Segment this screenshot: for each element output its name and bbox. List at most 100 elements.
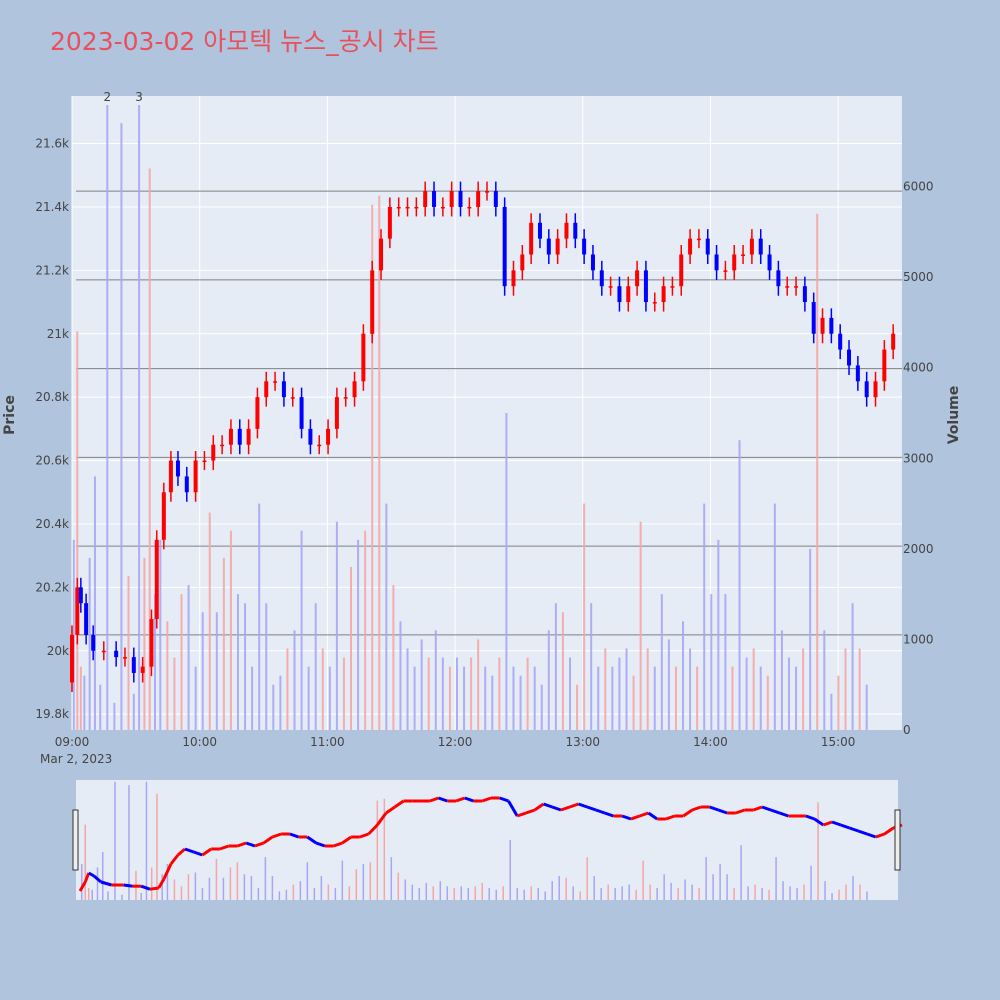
price-tick-label: 20.4k bbox=[35, 517, 69, 531]
candle-body bbox=[228, 428, 233, 445]
volume-bar bbox=[222, 557, 225, 730]
preview-price-segment bbox=[875, 832, 885, 839]
volume-axis: 0 1000 2000 3000 4000 5000 6000 bbox=[903, 180, 934, 737]
candle-body bbox=[161, 492, 166, 540]
preview-volume-bar bbox=[292, 884, 295, 900]
preview-volume-bar bbox=[467, 888, 470, 900]
candle-body bbox=[84, 603, 89, 635]
volume-tick-label: 6000 bbox=[903, 180, 934, 194]
preview-price-segment bbox=[376, 812, 388, 826]
preview-volume-bar bbox=[656, 888, 658, 900]
preview-volume-bar bbox=[509, 840, 511, 900]
volume-tick-label: 5000 bbox=[903, 270, 934, 284]
preview-volume-bar bbox=[187, 874, 190, 900]
preview-volume-bar bbox=[383, 798, 386, 900]
time-tick-label: 10:00 bbox=[182, 735, 217, 749]
preview-volume-bar bbox=[852, 876, 854, 900]
candle-body bbox=[643, 270, 648, 303]
preview-price-segment bbox=[735, 808, 746, 815]
preview-price-segment bbox=[306, 835, 317, 845]
preview-price-segment bbox=[507, 800, 519, 817]
preview-price-segment bbox=[438, 796, 448, 803]
volume-bar bbox=[823, 630, 826, 730]
preview-volume-bar bbox=[565, 877, 567, 900]
volume-bar bbox=[406, 648, 409, 730]
preview-price-segment bbox=[533, 802, 545, 812]
candle-body bbox=[838, 333, 843, 350]
volume-bar bbox=[300, 530, 303, 730]
candle-body bbox=[520, 254, 525, 271]
preview-volume-bar bbox=[166, 864, 169, 900]
preview-volume-bar bbox=[369, 862, 372, 900]
volume-bar bbox=[724, 594, 727, 730]
preview-price-segment bbox=[595, 808, 606, 815]
candle-body bbox=[449, 191, 454, 207]
preview-price-segment bbox=[813, 817, 825, 827]
candle-body bbox=[696, 238, 701, 241]
candle-body bbox=[281, 381, 286, 398]
preview-volume-bar bbox=[670, 882, 672, 900]
volume-bar bbox=[470, 657, 473, 730]
volume-bar bbox=[237, 594, 239, 730]
volume-bar bbox=[314, 603, 317, 730]
candle-body bbox=[811, 302, 816, 334]
candle-body bbox=[688, 238, 693, 255]
candle-body bbox=[590, 254, 595, 271]
candle-body bbox=[608, 286, 613, 288]
volume-bar bbox=[93, 476, 96, 730]
range-slider-right-handle[interactable] bbox=[894, 809, 901, 871]
candle-body bbox=[352, 381, 357, 398]
volume-bar bbox=[463, 666, 466, 730]
preview-price-segment bbox=[682, 808, 693, 818]
candle-body bbox=[829, 317, 834, 334]
volume-bar bbox=[569, 657, 571, 730]
preview-volume-bar bbox=[761, 888, 763, 900]
annotation-label: 2 bbox=[103, 90, 111, 104]
preview-volume-bar bbox=[845, 884, 847, 900]
candle-body bbox=[599, 270, 604, 287]
preview-price-segment bbox=[709, 805, 719, 812]
candle-body bbox=[652, 302, 657, 304]
candle-body bbox=[299, 397, 304, 429]
preview-volume-bar bbox=[866, 891, 868, 900]
time-tick-label: 14:00 bbox=[693, 735, 728, 749]
preview-volume-bar bbox=[101, 852, 104, 900]
volume-bar bbox=[611, 666, 614, 730]
candle-body bbox=[864, 381, 869, 398]
preview-volume-bar bbox=[229, 867, 232, 900]
volume-bar bbox=[498, 657, 501, 730]
volume-bar bbox=[752, 648, 755, 730]
price-tick-label: 20.8k bbox=[35, 390, 69, 404]
candle-body bbox=[193, 460, 198, 493]
range-slider-preview bbox=[78, 781, 903, 900]
volume-bar bbox=[99, 684, 102, 730]
volume-bar bbox=[272, 684, 275, 730]
volume-bar bbox=[597, 666, 600, 730]
volume-bar bbox=[717, 539, 720, 730]
price-tick-label: 20.2k bbox=[35, 580, 69, 594]
volume-bar bbox=[244, 603, 247, 730]
preview-price-segment bbox=[254, 841, 265, 848]
volume-bar bbox=[625, 648, 628, 730]
preview-volume-bar bbox=[201, 888, 204, 900]
volume-bar bbox=[420, 639, 423, 730]
candle-body bbox=[308, 428, 313, 445]
preview-price-segment bbox=[341, 835, 352, 845]
preview-volume-bar bbox=[810, 865, 812, 900]
volume-bar bbox=[639, 521, 642, 730]
candle-body bbox=[564, 222, 569, 239]
volume-bar bbox=[399, 621, 402, 730]
preview-price-segment bbox=[83, 872, 91, 883]
volume-bar bbox=[413, 666, 416, 730]
preview-price-segment bbox=[866, 832, 877, 839]
volume-bar bbox=[526, 657, 529, 730]
volume-bar bbox=[576, 684, 579, 730]
candlesticks[interactable] bbox=[70, 181, 896, 692]
preview-volume-bar bbox=[299, 881, 302, 900]
preview-volume-bar bbox=[803, 884, 805, 900]
volume-bar bbox=[173, 657, 176, 730]
range-slider-left-handle[interactable] bbox=[72, 809, 79, 871]
candle-body bbox=[529, 222, 534, 255]
candle-body bbox=[767, 254, 772, 271]
